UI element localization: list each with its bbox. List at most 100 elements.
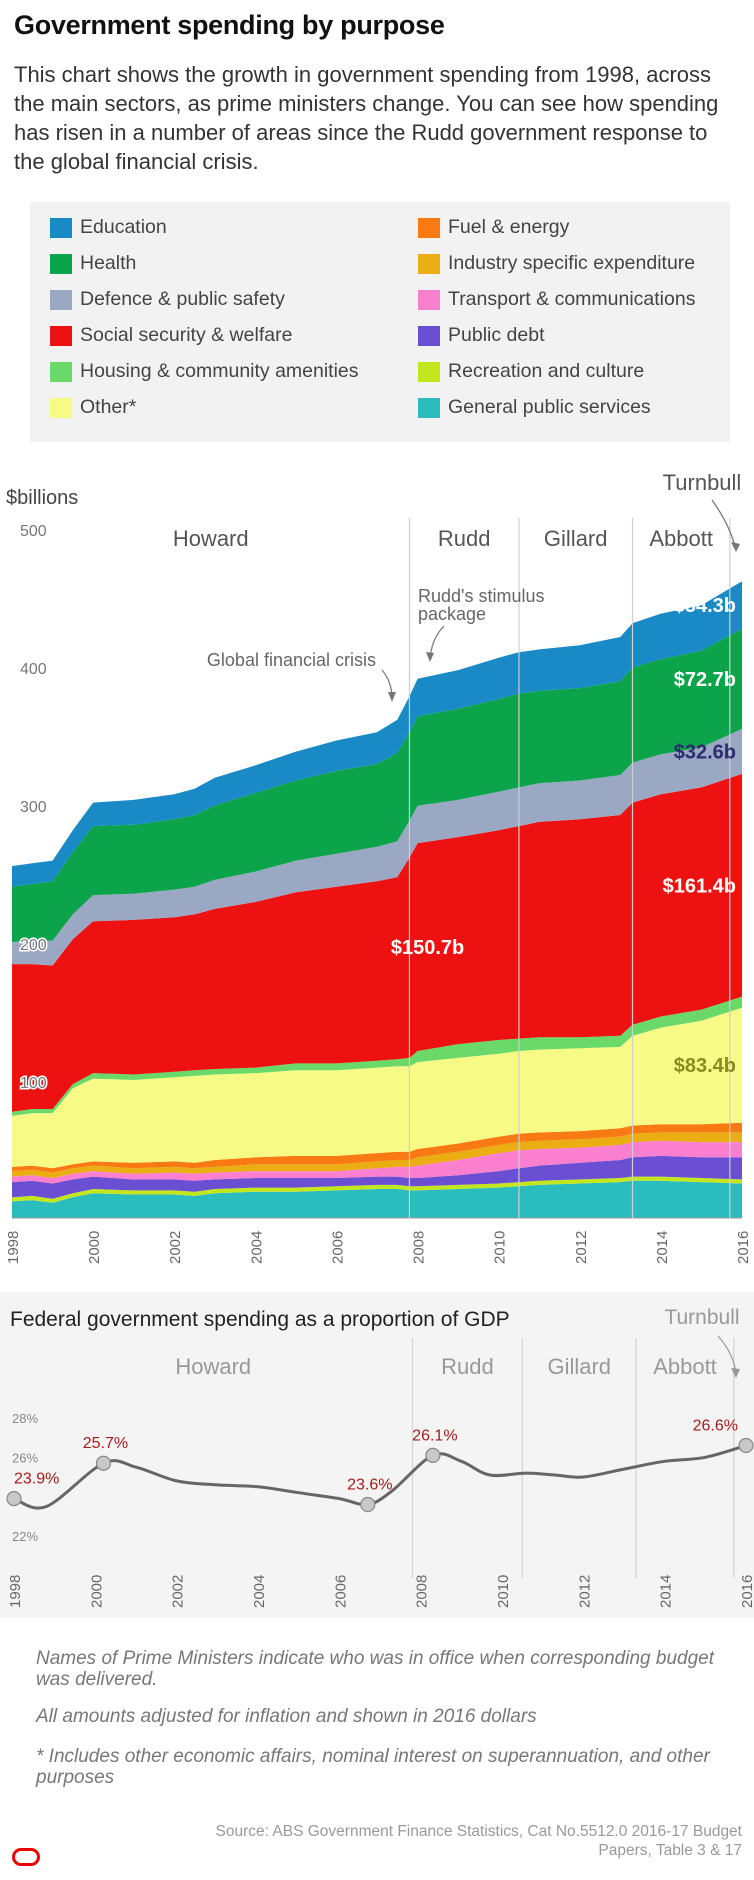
legend-label: Industry specific expenditure [448, 252, 696, 274]
legend-swatch [418, 253, 440, 274]
gdp-chart-background [0, 1292, 754, 1618]
x-tick-label: 2012 [573, 1231, 590, 1264]
value-label-other: $83.4b [674, 1055, 736, 1077]
brand-logo-icon [12, 1848, 40, 1866]
area-education [12, 581, 742, 887]
legend-label: Defence & public safety [80, 288, 285, 310]
y-tick-label: 500 [20, 523, 47, 540]
legend: Education Health Defence & public safety So… [30, 202, 730, 442]
gdp-point-label: 25.7% [83, 1435, 128, 1452]
gdp-x-tick-label: 2004 [251, 1575, 268, 1608]
gdp-point-label: 26.6% [693, 1418, 738, 1435]
area-social-security-welfare [12, 773, 742, 1112]
gdp-y-tick-label: 26% [12, 1450, 38, 1465]
gdp-pm-label-turnbull: Turnbull [664, 1306, 739, 1329]
x-tick-label: 2008 [411, 1231, 428, 1264]
gdp-y-tick-label: 28% [12, 1411, 38, 1426]
pm-label-abbott: Abbott [649, 526, 713, 551]
legend-item-housing-community-amenities: Housing & community amenities [50, 360, 359, 383]
legend-item-transport-communications: Transport & communications [418, 288, 695, 311]
legend-label: Social security & welfare [80, 324, 293, 346]
gdp-x-tick-label: 2016 [739, 1575, 754, 1608]
area-fuel-energy [12, 1122, 742, 1173]
area-other [12, 1007, 742, 1169]
gdp-x-tick-label: 2012 [576, 1575, 593, 1608]
value-label-social-security-welfare: $150.7b [391, 937, 464, 959]
value-label-social-security-welfare: $161.4b [663, 875, 736, 897]
note-prime-ministers: Names of Prime Ministers indicate who wa… [36, 1648, 714, 1690]
turnbull-arrow-head [731, 542, 740, 552]
legend-swatch [50, 361, 72, 382]
legend-label: Education [80, 216, 167, 238]
value-label-defence-public-safety: $32.6b [674, 741, 736, 763]
area-defence-public-safety [12, 728, 742, 966]
legend-item-industry-specific-expenditure: Industry specific expenditure [418, 252, 695, 275]
legend-item-fuel-energy: Fuel & energy [418, 216, 569, 239]
y-tick-label: 300 [20, 799, 47, 816]
x-tick-label: 2014 [654, 1231, 671, 1264]
legend-label: Transport & communications [448, 288, 696, 310]
gdp-x-tick-label: 2002 [170, 1575, 187, 1608]
legend-item-defence-public-safety: Defence & public safety [50, 288, 285, 311]
area-general-public-services [12, 1180, 742, 1218]
gdp-point-marker [360, 1496, 376, 1513]
x-tick-label: 2016 [735, 1231, 752, 1264]
legend-label: Health [80, 252, 137, 274]
x-tick-label: 2010 [492, 1231, 509, 1264]
gdp-x-tick-label: 2008 [414, 1575, 431, 1608]
legend-swatch [418, 217, 440, 238]
legend-label: Recreation and culture [448, 360, 645, 382]
legend-swatch [50, 253, 72, 274]
annotation-stimulus-arrow-head [426, 652, 434, 662]
gdp-turnbull-arrow-head [731, 1368, 740, 1378]
area-recreation-and-culture [12, 1176, 742, 1203]
gdp-point-marker [425, 1447, 441, 1463]
y-tick-label: 100 [20, 1075, 47, 1092]
legend-swatch [50, 325, 72, 346]
legend-swatch [50, 217, 72, 238]
legend-label: General public services [448, 396, 651, 418]
gdp-x-tick-label: 2010 [495, 1575, 512, 1608]
stacked-area-chart: 1998 2000 2002 2004 2006 2008 2010 2012 2014 2016… [5, 470, 752, 1264]
gdp-line [13, 1444, 747, 1510]
gdp-point-label: 23.9% [14, 1471, 59, 1488]
gdp-x-tick-label: 2014 [658, 1575, 675, 1608]
y-axis-label: $billions [6, 487, 78, 509]
legend-item-recreation-and-culture: Recreation and culture [418, 360, 644, 383]
legend-label: Public debt [448, 324, 545, 346]
gdp-x-tick-label: 2006 [332, 1575, 349, 1608]
legend-swatch [418, 289, 440, 310]
gdp-point-label: 26.1% [412, 1427, 457, 1444]
gdp-x-tick-label: 2000 [88, 1575, 105, 1608]
gdp-x-tick-label: 1998 [7, 1575, 24, 1608]
area-health [12, 628, 742, 942]
legend-item-health: Health [50, 252, 136, 275]
legend-swatch [418, 397, 440, 418]
pm-label-gillard: Gillard [544, 526, 608, 551]
legend-item-public-debt: Public debt [418, 324, 544, 347]
area-industry-specific-expenditure [12, 1132, 742, 1178]
gdp-chart-title: Federal government spending as a proport… [10, 1308, 510, 1331]
annotation-gfc: Global financial crisis [207, 650, 376, 670]
legend-swatch [50, 289, 72, 310]
gdp-point-marker [738, 1437, 754, 1454]
note-inflation: All amounts adjusted for inflation and s… [36, 1706, 537, 1727]
intro-text: This chart shows the growth in governmen… [14, 62, 719, 174]
legend-label: Fuel & energy [448, 216, 570, 238]
note-other: * Includes other economic affairs, nomin… [36, 1746, 710, 1788]
annotation-gfc-arrow-head [388, 692, 396, 702]
x-tick-label: 2000 [86, 1231, 103, 1264]
source-text: Source: ABS Government Finance Statistic… [215, 1823, 742, 1859]
gdp-point-marker [6, 1491, 22, 1507]
legend-item-education: Education [50, 216, 167, 239]
gdp-pm-label-rudd: Rudd [441, 1354, 494, 1379]
legend-swatch [418, 325, 440, 346]
legend-label: Housing & community amenities [80, 360, 359, 382]
x-tick-label: 2006 [329, 1231, 346, 1264]
area-public-debt [12, 1155, 742, 1199]
gdp-point-label: 23.6% [347, 1477, 392, 1494]
area-transport-communications [12, 1140, 742, 1184]
legend-item-other: Other* [50, 396, 136, 419]
pm-label-howard: Howard [173, 526, 249, 551]
x-tick-label: 2004 [248, 1231, 265, 1264]
